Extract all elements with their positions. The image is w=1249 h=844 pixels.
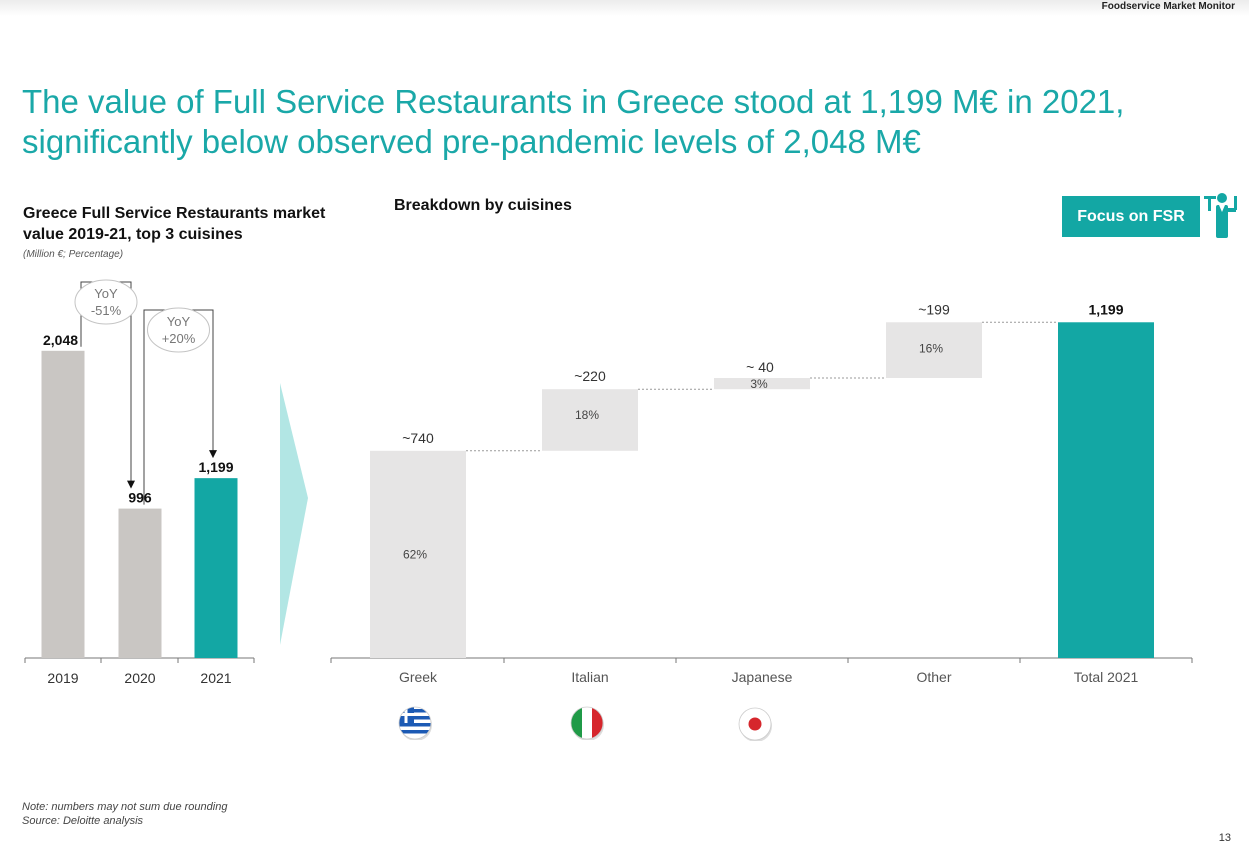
footnotes: Note: numbers may not sum due rounding S… [22,800,227,828]
top-bar [0,0,1249,16]
yoy-label: YoY [94,286,118,301]
waiter-icon [1204,193,1237,238]
waterfall-value-label: ~220 [574,368,606,384]
waterfall-category-label: Italian [571,669,608,685]
japan-flag-icon [738,707,772,742]
waterfall-value-label: ~199 [918,301,950,317]
waterfall-value-label: ~ 40 [746,359,774,375]
transition-arrow [280,383,308,645]
bar-value-label: 1,199 [198,459,233,475]
x-tick-label: 2019 [47,670,78,686]
yoy-change-value: -51% [91,303,122,318]
waterfall-bar-japanese [714,378,810,390]
waterfall-value-label: 1,199 [1088,301,1123,317]
bar-value-label: 996 [128,490,152,506]
waterfall-category-label: Other [916,669,951,685]
waterfall-value-label: ~740 [402,430,434,446]
yoy-bubble [147,307,210,353]
focus-badge: Focus on FSR [1062,196,1200,237]
yoy-label: YoY [167,314,191,329]
bar-2019 [41,350,85,658]
bar-2021 [194,478,238,658]
waterfall-category-label: Total 2021 [1074,669,1139,685]
brand-label: Foodservice Market Monitor [1101,1,1235,12]
left-chart-units: (Million €; Percentage) [23,249,124,260]
left-chart-title: Greece Full Service Restaurants market v… [23,205,326,243]
waterfall-share-label: 16% [919,341,943,355]
waterfall-bar-italian [542,389,638,451]
x-tick-label: 2020 [124,670,155,686]
waterfall-category-label: Japanese [732,669,793,685]
x-tick-label: 2021 [200,670,231,686]
waterfall-share-label: 3% [750,377,768,391]
waterfall-bar-greek [370,450,466,658]
waterfall-share-label: 18% [575,408,599,422]
bar-value-label: 2,048 [43,332,78,348]
yoy-change-value: +20% [162,331,196,346]
italy-flag-icon [570,706,604,741]
footnote-note: Note: numbers may not sum due rounding [22,801,228,813]
yoy-bubble [74,279,138,325]
bar-2020 [118,508,162,658]
greece-flag-icon [398,706,432,741]
page-headline: The value of Full Service Restaurants in… [22,83,1125,160]
waterfall-category-label: Greek [399,669,438,685]
waterfall-bar-other [886,322,982,378]
footnote-source: Source: Deloitte analysis [22,815,144,827]
waterfall-bar-total-2021 [1058,322,1154,658]
waterfall-share-label: 62% [403,547,427,561]
right-chart-title: Breakdown by cuisines [394,197,572,214]
page-number: 13 [1218,832,1231,844]
